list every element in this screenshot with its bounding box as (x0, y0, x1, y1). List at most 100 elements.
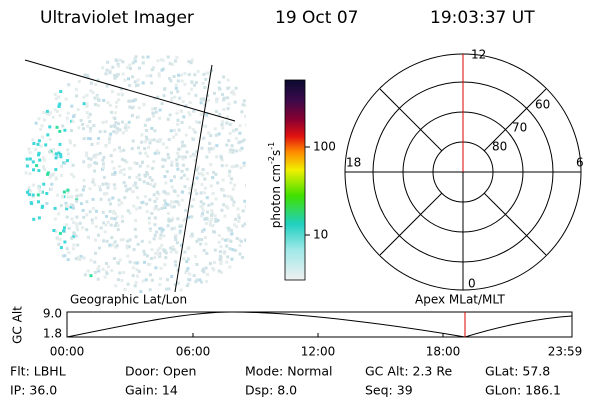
diag-line (379, 192, 443, 256)
pixel (176, 90, 180, 94)
pixel (82, 137, 86, 141)
pixel (212, 170, 216, 174)
pixel (109, 124, 113, 128)
pixel (93, 169, 96, 173)
pixel (207, 147, 211, 151)
pixel (121, 60, 125, 64)
pixel (193, 130, 197, 134)
colorbar-scale (284, 79, 306, 281)
pixel (220, 158, 224, 162)
pixel (238, 238, 242, 242)
pixel (113, 125, 117, 129)
pixel (195, 120, 198, 124)
x-tick-label: 23:59 (548, 345, 583, 359)
pixel (115, 100, 119, 104)
pixel (26, 190, 29, 194)
diag-line (483, 192, 547, 256)
pixel (49, 149, 53, 153)
pixel (201, 209, 205, 213)
pixel (93, 260, 97, 264)
pixel (88, 129, 92, 133)
pixel (239, 240, 243, 243)
pixel (202, 97, 206, 101)
pixel (70, 195, 74, 199)
pixel (153, 207, 157, 211)
pixel (193, 153, 197, 157)
pixel (58, 142, 62, 146)
pixel (174, 233, 178, 237)
pixel (195, 263, 199, 266)
pixel (99, 197, 103, 201)
pixel (208, 220, 212, 224)
pixel (194, 93, 198, 97)
pixel (210, 209, 214, 212)
pixel (37, 200, 40, 204)
pixel (180, 121, 184, 124)
pixel (209, 184, 213, 188)
pixel (150, 248, 154, 252)
pixel (28, 157, 32, 161)
pixel (120, 215, 124, 219)
pixel (218, 112, 222, 116)
pixel (53, 217, 57, 221)
pixel (190, 232, 194, 236)
pixel (119, 169, 123, 173)
pixel (141, 61, 145, 65)
pixel (112, 257, 116, 260)
pixel (82, 160, 86, 164)
pixel (88, 120, 92, 124)
pixel (186, 247, 190, 251)
pixel (177, 203, 181, 207)
pixel (136, 83, 140, 87)
pixel (173, 283, 177, 287)
pixel (135, 261, 139, 265)
pixel (162, 94, 166, 98)
pixel (205, 112, 209, 116)
pixel (128, 175, 132, 179)
pixel (237, 216, 241, 220)
pixel (91, 206, 95, 210)
pixel (66, 190, 70, 194)
pixel (185, 260, 189, 263)
pixel (218, 250, 222, 254)
pixel (161, 158, 165, 162)
pixel (72, 115, 75, 119)
pixel (204, 221, 208, 225)
pixel (131, 139, 135, 143)
pixel (191, 137, 195, 141)
pixel (226, 107, 230, 111)
pixel (140, 239, 144, 243)
pixel (116, 122, 120, 126)
pixel (242, 99, 246, 103)
pixel (228, 265, 232, 269)
pixel (231, 203, 235, 207)
pixel (67, 152, 70, 156)
pixel (143, 260, 146, 264)
pixel (157, 253, 161, 257)
pixel (130, 114, 134, 118)
pixel (199, 204, 203, 208)
pixel (201, 212, 204, 216)
pixel (241, 224, 245, 228)
pixel (131, 75, 135, 79)
pixel (238, 124, 242, 128)
pixel (219, 260, 223, 263)
pixel (136, 196, 140, 200)
pixel (182, 257, 186, 261)
pixel (212, 91, 216, 95)
pixel (32, 142, 36, 145)
pixel (72, 232, 76, 236)
pixel (205, 71, 209, 75)
pixel (174, 86, 178, 90)
pixel (217, 269, 221, 273)
pixel (113, 111, 117, 115)
mlt-label: 6 (576, 156, 584, 170)
pixel (172, 135, 176, 139)
pixel (74, 257, 78, 261)
pixel (113, 172, 117, 176)
pixel (108, 71, 112, 75)
polar-labels: 12 18 6 0 80 70 60 (346, 48, 584, 291)
pixel (155, 197, 159, 200)
pixel (148, 141, 152, 145)
